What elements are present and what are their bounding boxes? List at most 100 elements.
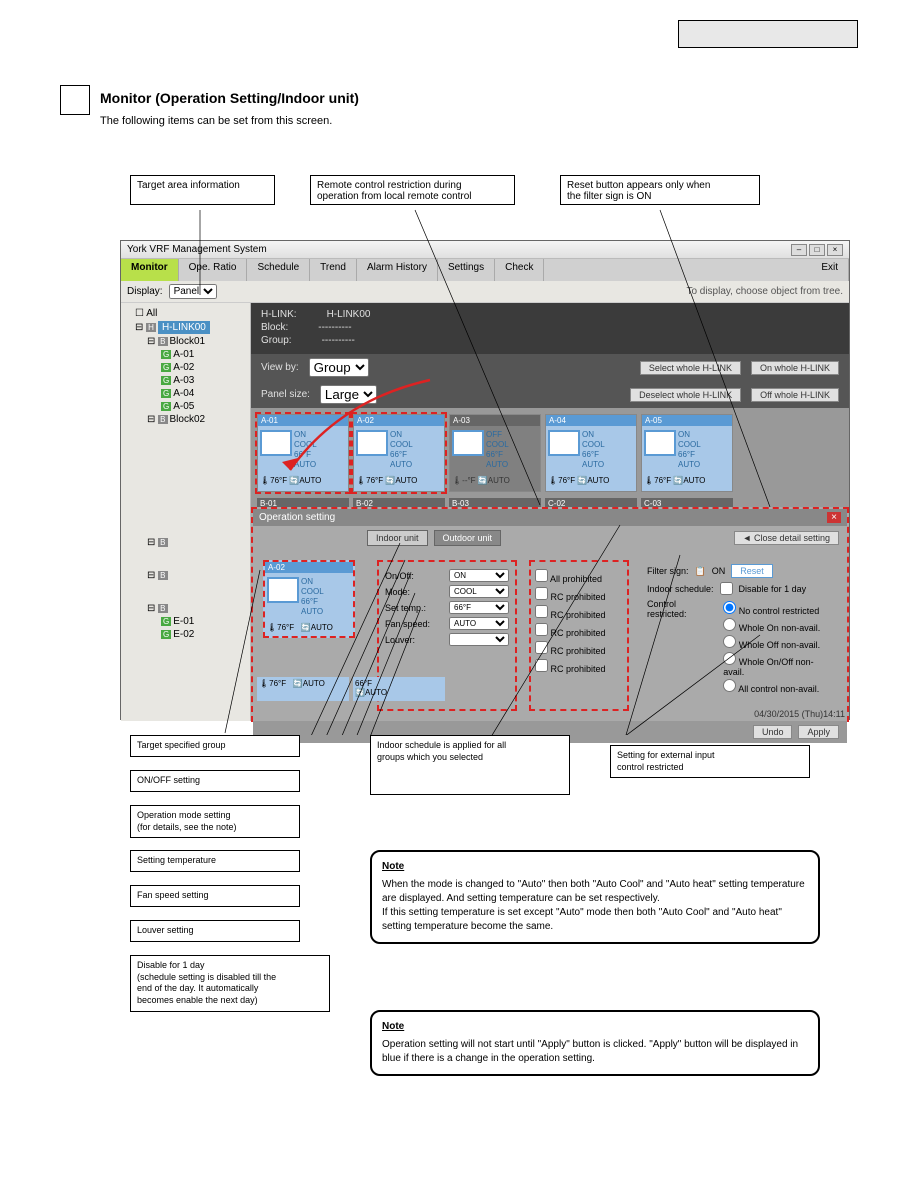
ctrl-radio[interactable]: Whole On/Off non-avail. <box>723 652 821 677</box>
annot-disable: Disable for 1 day (schedule setting is d… <box>130 955 330 1012</box>
main-area: H-LINK:H-LINK00 Block:---------- Group:-… <box>251 303 849 721</box>
viewby-label: View by: <box>261 362 299 373</box>
op-preview-panel: A-02 ONCOOL66°FAUTO 🌡76°F 🔄AUTO <box>263 560 355 638</box>
display-hint: To display, choose object from tree. <box>686 286 843 297</box>
tree-g-a04[interactable]: GA-04 <box>125 387 246 400</box>
tab-indoor-unit[interactable]: Indoor unit <box>367 530 428 546</box>
tab-spacer <box>544 259 811 281</box>
tree-g-e01[interactable]: GE-01 <box>125 615 246 628</box>
note-main-body: When the mode is changed to "Auto" then … <box>382 878 808 934</box>
note-2: Note Operation setting will not start un… <box>370 1010 820 1076</box>
tab-trend[interactable]: Trend <box>310 259 357 281</box>
tab-check[interactable]: Check <box>495 259 544 281</box>
minimize-button[interactable]: – <box>791 244 807 256</box>
op-title-text: Operation setting <box>259 512 335 523</box>
btn-deselect-whole[interactable]: Deselect whole H-LINK <box>630 388 741 402</box>
temp-label: Set temp.: <box>385 603 426 613</box>
hlink-value: H-LINK00 <box>327 309 371 320</box>
annot-fan: Fan speed setting <box>130 885 300 907</box>
apply-button[interactable]: Apply <box>798 725 839 739</box>
filter-label: Filter sign: <box>647 566 689 576</box>
maximize-button[interactable]: □ <box>809 244 825 256</box>
note2-body: Operation setting will not start until "… <box>382 1038 808 1066</box>
tree-hlink[interactable]: ⊟ HH-LINK00 <box>125 320 246 335</box>
ctrl-label: Control restricted: <box>647 599 717 619</box>
display-select[interactable]: Panel <box>169 284 217 299</box>
ctrl-radio[interactable]: Whole Off non-avail. <box>723 635 821 650</box>
bottom-panels: 🌡76°F 🔄AUTO 66°F🔄AUTO <box>251 673 451 705</box>
tab-settings[interactable]: Settings <box>438 259 495 281</box>
callout-target-area: Target area information <box>130 175 275 205</box>
view-row: View by: Group Select whole H-LINK On wh… <box>251 354 849 381</box>
tab-ope-ratio[interactable]: Ope. Ratio <box>179 259 248 281</box>
fan-select[interactable]: AUTO <box>449 617 509 630</box>
tree-b2[interactable]: ⊟ B <box>125 569 246 582</box>
tabbar: Monitor Ope. Ratio Schedule Trend Alarm … <box>121 259 849 281</box>
section-title: Monitor (Operation Setting/Indoor unit) <box>100 90 359 106</box>
disable-1day-checkbox[interactable] <box>720 582 733 595</box>
tab-exit[interactable]: Exit <box>811 259 849 281</box>
tree-g-a02[interactable]: GA-02 <box>125 361 246 374</box>
unit-panel-A-04[interactable]: A-04ONCOOL66°FAUTO🌡76°F 🔄AUTO <box>545 414 637 492</box>
close-button[interactable]: × <box>827 244 843 256</box>
btn-off-whole[interactable]: Off whole H-LINK <box>751 388 839 402</box>
annot-onoff: ON/OFF setting <box>130 770 300 792</box>
mode-select[interactable]: COOL <box>449 585 509 598</box>
tab-alarm[interactable]: Alarm History <box>357 259 438 281</box>
unit-panel-A-03[interactable]: A-03OFFCOOL66°FAUTO🌡--°F 🔄AUTO <box>449 414 541 492</box>
op-close-icon[interactable]: × <box>827 512 841 523</box>
tree-all[interactable]: ☐ All <box>125 307 246 320</box>
note-main: Note When the mode is changed to "Auto" … <box>370 850 820 944</box>
restrict-checkbox[interactable]: RC prohibited <box>535 623 623 638</box>
preview-foot: 🌡76°F 🔄AUTO <box>265 621 353 634</box>
close-detail-button[interactable]: ◄ Close detail setting <box>734 531 839 545</box>
group-value: ---------- <box>322 335 355 346</box>
restrict-checkbox[interactable]: RC prohibited <box>535 641 623 656</box>
unit-panel-A-02[interactable]: A-02ONCOOL66°FAUTO🌡76°F 🔄AUTO <box>353 414 445 492</box>
callout-rc-restriction: Remote control restriction during operat… <box>310 175 515 205</box>
hlink-label: H-LINK: <box>261 309 297 320</box>
btn-on-whole[interactable]: On whole H-LINK <box>751 361 839 375</box>
panelsize-select[interactable]: Large <box>320 385 377 404</box>
panelsize-label: Panel size: <box>261 389 310 400</box>
btn-select-whole[interactable]: Select whole H-LINK <box>640 361 741 375</box>
tree-g-a05[interactable]: GA-05 <box>125 400 246 413</box>
louver-select[interactable] <box>449 633 509 646</box>
panels-row: A-01ONCOOL66°FAUTO🌡76°F 🔄AUTOA-02ONCOOL6… <box>251 408 849 498</box>
note2-title: Note <box>382 1020 808 1034</box>
group-label: Group: <box>261 335 292 346</box>
ctrl-radio-list: No control restricted Whole On non-avail… <box>723 599 821 696</box>
ctrl-radio[interactable]: All control non-avail. <box>723 679 821 694</box>
unit-panel-A-05[interactable]: A-05ONCOOL66°FAUTO🌡76°F 🔄AUTO <box>641 414 733 492</box>
tree-g-a01[interactable]: GA-01 <box>125 348 246 361</box>
temp-select[interactable]: 66°F <box>449 601 509 614</box>
ctrl-radio[interactable]: No control restricted <box>723 601 821 616</box>
titlebar: York VRF Management System – □ × <box>121 241 849 259</box>
restrict-checkbox[interactable]: RC prohibited <box>535 587 623 602</box>
onoff-select[interactable]: ON <box>449 569 509 582</box>
tree-b3[interactable]: ⊟ B <box>125 602 246 615</box>
unit-panel-A-01[interactable]: A-01ONCOOL66°FAUTO🌡76°F 🔄AUTO <box>257 414 349 492</box>
tab-monitor[interactable]: Monitor <box>121 259 179 281</box>
display-row: Display: Panel To display, choose object… <box>121 281 849 303</box>
annot-mode: Operation mode setting (for details, see… <box>130 805 300 838</box>
tree-block1[interactable]: ⊟ BBlock01 <box>125 335 246 348</box>
tree-g-e02[interactable]: GE-02 <box>125 628 246 641</box>
ctrl-radio[interactable]: Whole On non-avail. <box>723 618 821 633</box>
tree-b[interactable]: ⊟ B <box>125 536 246 549</box>
tab-outdoor-unit[interactable]: Outdoor unit <box>434 530 502 546</box>
page-header-box <box>678 20 858 48</box>
reset-button[interactable]: Reset <box>731 564 773 578</box>
tab-schedule[interactable]: Schedule <box>247 259 310 281</box>
section-desc: The following items can be set from this… <box>100 115 800 127</box>
annot-louver: Louver setting <box>130 920 300 942</box>
viewby-select[interactable]: Group <box>309 358 369 377</box>
filter-state: ON <box>712 566 726 576</box>
restrict-checkbox[interactable]: RC prohibited <box>535 605 623 620</box>
restrict-checkbox[interactable]: All prohibited <box>535 569 623 584</box>
restrict-checkbox[interactable]: RC prohibited <box>535 659 623 674</box>
undo-button[interactable]: Undo <box>753 725 793 739</box>
tree-g-a03[interactable]: GA-03 <box>125 374 246 387</box>
tree-block2[interactable]: ⊟ BBlock02 <box>125 413 246 426</box>
statusbar: 04/30/2015 (Thu)14:11 <box>754 709 845 719</box>
